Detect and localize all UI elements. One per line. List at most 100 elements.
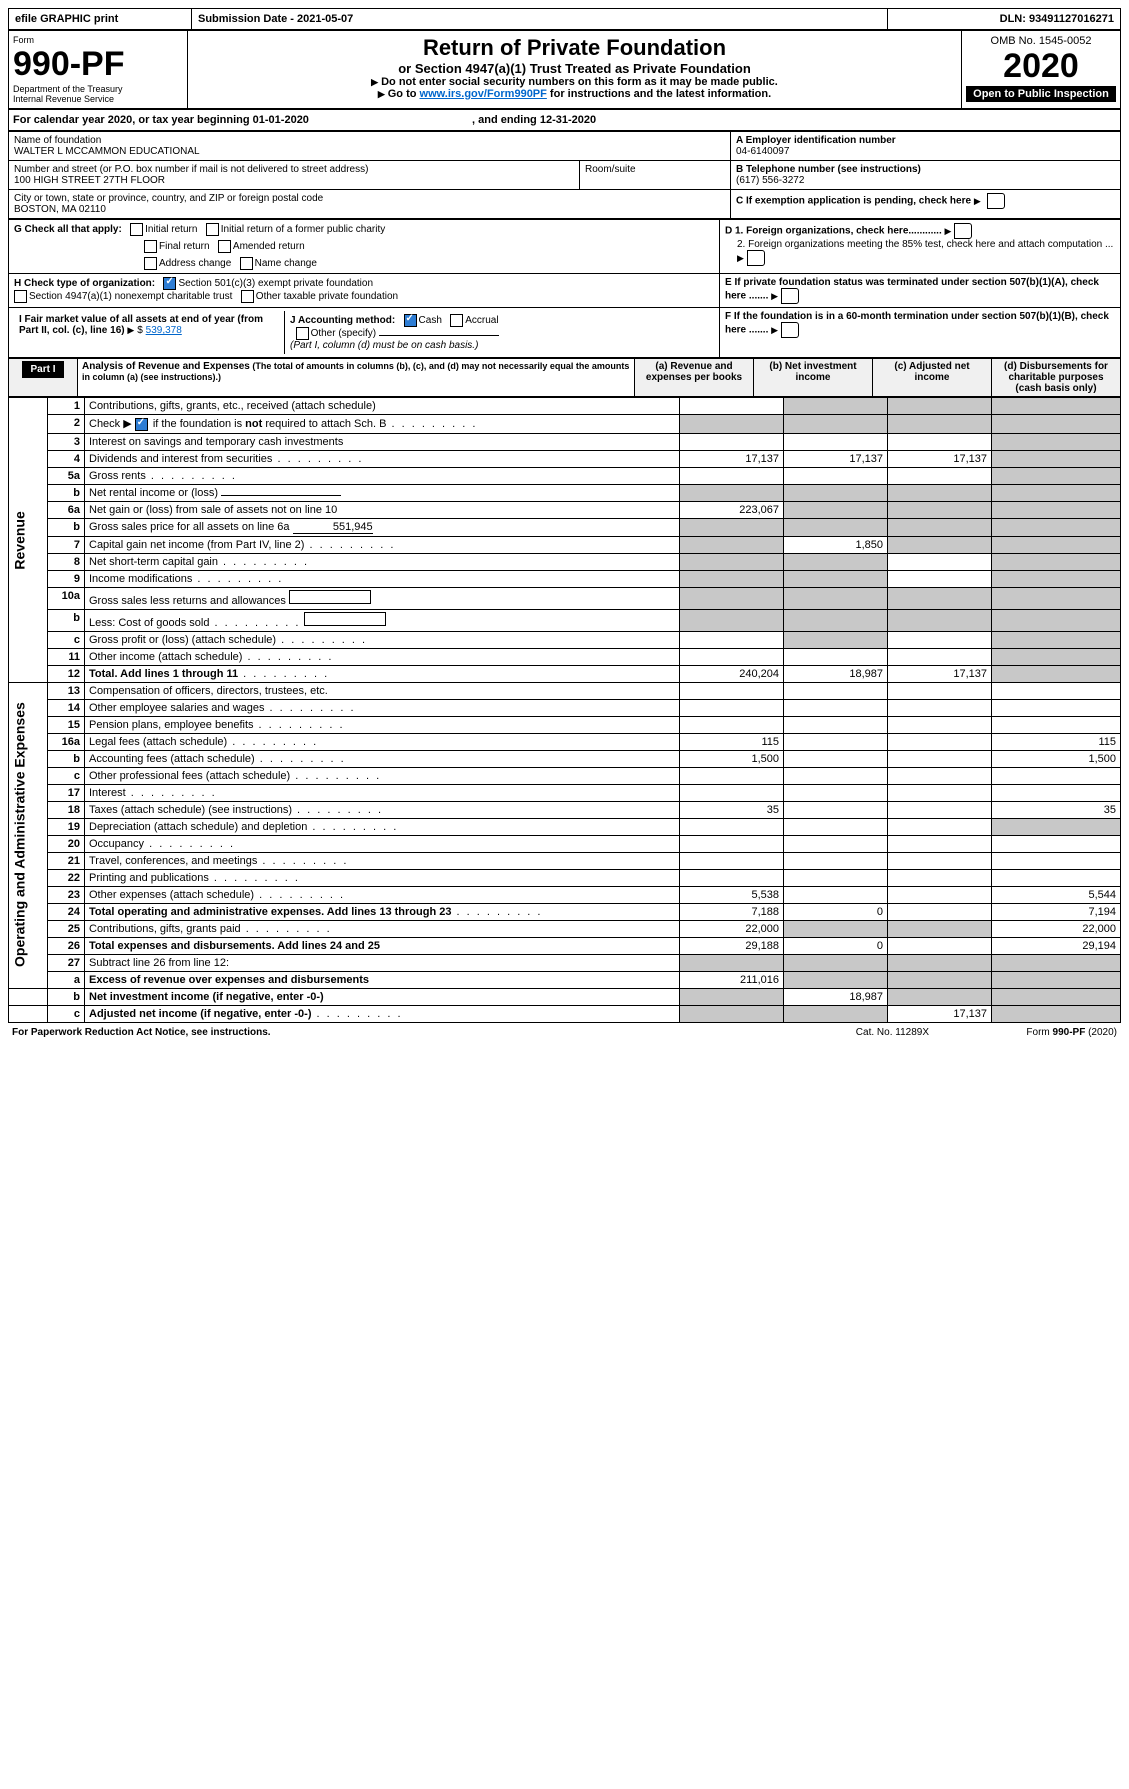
j2: Accrual bbox=[465, 315, 498, 326]
checkbox-other-taxable[interactable] bbox=[241, 290, 254, 303]
line-20-desc: Occupancy bbox=[89, 838, 144, 850]
checkbox-d2[interactable] bbox=[747, 250, 765, 266]
line-15-desc: Pension plans, employee benefits bbox=[89, 719, 254, 731]
d2-label: 2. Foreign organizations meeting the 85%… bbox=[737, 239, 1113, 250]
line-num: 18 bbox=[48, 801, 85, 818]
line-num: 13 bbox=[48, 682, 85, 699]
line-num: 1 bbox=[48, 398, 85, 415]
line-19-desc: Depreciation (attach schedule) and deple… bbox=[89, 821, 307, 833]
line-27a-a: 211,016 bbox=[680, 971, 784, 988]
checkbox-initial-former[interactable] bbox=[206, 223, 219, 236]
checkbox-name-change[interactable] bbox=[240, 257, 253, 270]
checkbox-other-method[interactable] bbox=[296, 327, 309, 340]
col-c-header: (c) Adjusted net income bbox=[873, 359, 992, 397]
g2: Initial return of a former public charit… bbox=[221, 224, 386, 235]
line-5b-desc: Net rental income or (loss) bbox=[89, 487, 218, 499]
checkbox-d1[interactable] bbox=[954, 223, 972, 239]
line-4-c: 17,137 bbox=[888, 450, 992, 467]
arrow-icon bbox=[771, 291, 781, 302]
arrow-icon bbox=[737, 253, 747, 264]
line-16a-desc: Legal fees (attach schedule) bbox=[89, 736, 227, 748]
checkbox-address-change[interactable] bbox=[144, 257, 157, 270]
line-num: c bbox=[48, 631, 85, 648]
line-10c-desc: Gross profit or (loss) (attach schedule) bbox=[89, 634, 276, 646]
footer-left: For Paperwork Reduction Act Notice, see … bbox=[8, 1023, 745, 1040]
line-num: 9 bbox=[48, 570, 85, 587]
arrow-icon bbox=[127, 325, 137, 336]
line-12-b: 18,987 bbox=[784, 665, 888, 682]
cal-end: 12-31-2020 bbox=[540, 114, 596, 126]
checkbox-501c3[interactable] bbox=[163, 277, 176, 290]
checkbox-accrual[interactable] bbox=[450, 314, 463, 327]
h-label: H Check type of organization: bbox=[14, 278, 155, 289]
dept-line1: Department of the Treasury bbox=[13, 84, 183, 94]
instr-prefix: Go to bbox=[388, 88, 420, 100]
g5: Address change bbox=[159, 258, 231, 269]
phone-value: (617) 556-3272 bbox=[736, 175, 1115, 186]
line-num: 4 bbox=[48, 450, 85, 467]
line-25-d: 22,000 bbox=[992, 920, 1121, 937]
addr-label: Number and street (or P.O. box number if… bbox=[14, 164, 574, 175]
line-num: c bbox=[48, 1005, 85, 1022]
checkbox-final-return[interactable] bbox=[144, 240, 157, 253]
j1: Cash bbox=[419, 315, 442, 326]
form-label: Form bbox=[13, 35, 183, 45]
g4: Amended return bbox=[233, 241, 305, 252]
form-title: Return of Private Foundation bbox=[192, 35, 957, 61]
instructions-link[interactable]: www.irs.gov/Form990PF bbox=[420, 88, 547, 100]
line-num: 20 bbox=[48, 835, 85, 852]
cal-begin: 01-01-2020 bbox=[253, 114, 309, 126]
line-11-desc: Other income (attach schedule) bbox=[89, 651, 242, 663]
foundation-name: WALTER L MCCAMMON EDUCATIONAL bbox=[14, 146, 725, 157]
top-bar: efile GRAPHIC print Submission Date - 20… bbox=[8, 8, 1121, 30]
part1-header: Part I Analysis of Revenue and Expenses … bbox=[8, 358, 1121, 397]
line-num: 8 bbox=[48, 553, 85, 570]
line-27-desc: Subtract line 26 from line 12: bbox=[85, 954, 680, 971]
instr-suffix: for instructions and the latest informat… bbox=[547, 88, 771, 100]
checkbox-initial-return[interactable] bbox=[130, 223, 143, 236]
arrow-icon bbox=[378, 88, 388, 100]
phone-label: B Telephone number (see instructions) bbox=[736, 164, 1115, 175]
line-4-a: 17,137 bbox=[680, 450, 784, 467]
submission-date: Submission Date - 2021-05-07 bbox=[192, 9, 888, 30]
efile-label: efile GRAPHIC print bbox=[9, 9, 192, 30]
line-14-desc: Other employee salaries and wages bbox=[89, 702, 264, 714]
line-7-b: 1,850 bbox=[784, 536, 888, 553]
line-4-b: 17,137 bbox=[784, 450, 888, 467]
line-num: 15 bbox=[48, 716, 85, 733]
line-5a-desc: Gross rents bbox=[89, 470, 146, 482]
checkbox-amended[interactable] bbox=[218, 240, 231, 253]
omb-number: OMB No. 1545-0052 bbox=[966, 35, 1116, 47]
open-public-badge: Open to Public Inspection bbox=[966, 86, 1116, 102]
checkbox-sch-b[interactable] bbox=[135, 418, 148, 431]
line-24-desc: Total operating and administrative expen… bbox=[89, 906, 451, 918]
instr-line1: Do not enter social security numbers on … bbox=[381, 76, 778, 88]
line-num: a bbox=[48, 971, 85, 988]
line-26-a: 29,188 bbox=[680, 937, 784, 954]
line-6a-desc: Net gain or (loss) from sale of assets n… bbox=[85, 501, 680, 518]
col-a-header: (a) Revenue and expenses per books bbox=[635, 359, 754, 397]
line-num: 7 bbox=[48, 536, 85, 553]
checkbox-f[interactable] bbox=[781, 322, 799, 338]
line-21-desc: Travel, conferences, and meetings bbox=[89, 855, 257, 867]
line-12-c: 17,137 bbox=[888, 665, 992, 682]
expenses-side-label: Operating and Administrative Expenses bbox=[9, 682, 48, 988]
line-16c-desc: Other professional fees (attach schedule… bbox=[89, 770, 290, 782]
line-18-d: 35 bbox=[992, 801, 1121, 818]
line-num: c bbox=[48, 767, 85, 784]
calendar-year-row: For calendar year 2020, or tax year begi… bbox=[8, 109, 1121, 131]
i-label: I Fair market value of all assets at end… bbox=[19, 314, 263, 336]
checkbox-e[interactable] bbox=[781, 288, 799, 304]
line-num: 17 bbox=[48, 784, 85, 801]
checkbox-cash[interactable] bbox=[404, 314, 417, 327]
line-6b-val: 551,945 bbox=[293, 521, 373, 534]
checkbox-c[interactable] bbox=[987, 193, 1005, 209]
form-subtitle: or Section 4947(a)(1) Trust Treated as P… bbox=[192, 61, 957, 76]
col-b-header: (b) Net investment income bbox=[754, 359, 873, 397]
line-num: 14 bbox=[48, 699, 85, 716]
line-27b-desc: Net investment income (if negative, ente… bbox=[89, 991, 324, 1003]
fmv-link[interactable]: 539,378 bbox=[146, 325, 182, 336]
line-num: 26 bbox=[48, 937, 85, 954]
line-num: 19 bbox=[48, 818, 85, 835]
checkbox-4947[interactable] bbox=[14, 290, 27, 303]
